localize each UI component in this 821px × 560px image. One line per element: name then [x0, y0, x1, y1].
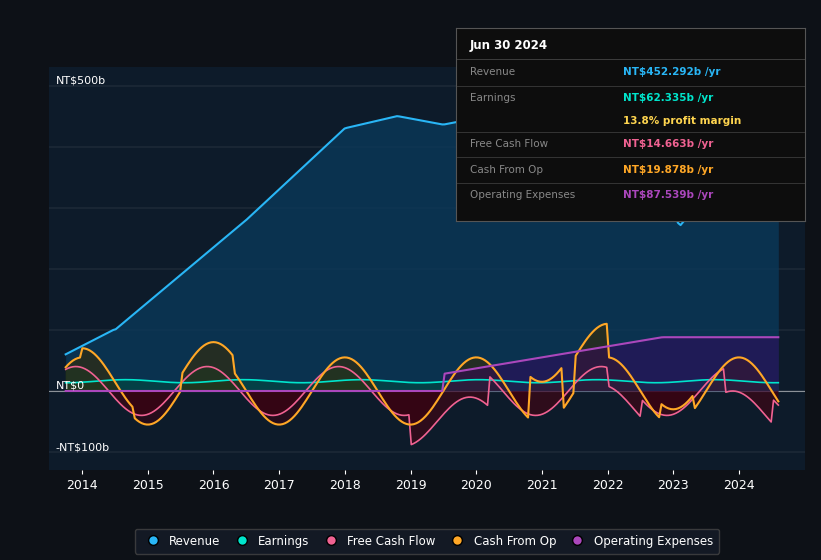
Text: 13.8% profit margin: 13.8% profit margin — [623, 116, 741, 126]
Text: Free Cash Flow: Free Cash Flow — [470, 139, 548, 149]
Text: NT$62.335b /yr: NT$62.335b /yr — [623, 92, 713, 102]
Text: Operating Expenses: Operating Expenses — [470, 190, 575, 200]
Text: NT$19.878b /yr: NT$19.878b /yr — [623, 165, 713, 175]
Text: NT$87.539b /yr: NT$87.539b /yr — [623, 190, 713, 200]
Text: NT$452.292b /yr: NT$452.292b /yr — [623, 67, 721, 77]
Text: NT$0: NT$0 — [56, 381, 85, 391]
Text: -NT$100b: -NT$100b — [56, 442, 110, 452]
Text: Earnings: Earnings — [470, 92, 515, 102]
Text: NT$14.663b /yr: NT$14.663b /yr — [623, 139, 713, 149]
Text: Revenue: Revenue — [470, 67, 515, 77]
Text: Jun 30 2024: Jun 30 2024 — [470, 39, 548, 52]
Text: NT$500b: NT$500b — [56, 76, 106, 86]
Legend: Revenue, Earnings, Free Cash Flow, Cash From Op, Operating Expenses: Revenue, Earnings, Free Cash Flow, Cash … — [135, 529, 719, 553]
Text: Cash From Op: Cash From Op — [470, 165, 543, 175]
